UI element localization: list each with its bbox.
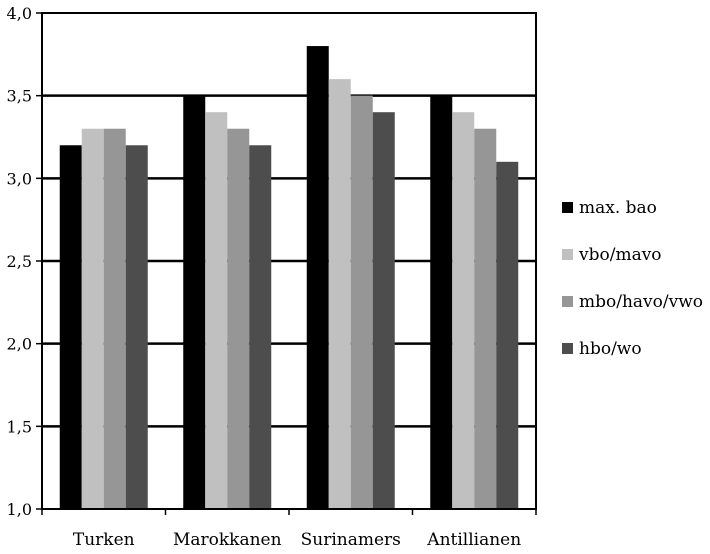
bar: [350, 95, 373, 510]
x-tick-label: Turken: [73, 530, 135, 550]
y-tick-label: 2,0: [7, 335, 32, 354]
legend-swatch: [562, 343, 573, 354]
y-tick-label: 4,0: [7, 4, 32, 23]
y-tick-label: 2,5: [7, 252, 32, 271]
legend-label: vbo/mavo: [578, 245, 662, 265]
x-tick-label: Marokkanen: [173, 530, 282, 550]
y-tick-label: 3,0: [7, 169, 32, 188]
bar: [496, 161, 519, 510]
bar: [474, 128, 497, 509]
y-tick-label: 1,0: [7, 500, 32, 519]
bar: [205, 112, 228, 509]
legend-swatch: [562, 296, 573, 307]
bar: [59, 145, 82, 509]
x-axis-labels: Turken Marokkanen Surinamers Antillianen: [41, 509, 537, 550]
bar: [249, 145, 272, 509]
y-tick-label: 3,5: [7, 87, 32, 106]
legend-swatch: [562, 249, 573, 260]
legend-label: max. bao: [579, 198, 657, 218]
bar: [430, 95, 453, 510]
bar: [103, 128, 126, 509]
bar: [227, 128, 250, 509]
bar: [183, 95, 206, 510]
bar: [452, 112, 475, 509]
x-tick-label: Antillianen: [426, 530, 521, 550]
legend-swatch: [562, 202, 573, 213]
bars: [59, 46, 519, 510]
legend-label: hbo/wo: [579, 339, 642, 359]
bar: [328, 79, 351, 509]
y-tick-label: 1,5: [7, 417, 32, 436]
bar: [372, 112, 395, 509]
bar: [306, 46, 329, 510]
bar: [81, 128, 104, 509]
bar: [125, 145, 148, 509]
x-tick-label: Surinamers: [301, 530, 401, 550]
legend: max. bao vbo/mavo mbo/havo/vwo hbo/wo: [562, 198, 703, 359]
legend-label: mbo/havo/vwo: [579, 292, 703, 312]
y-axis-ticks: 1,0 1,5 2,0 2,5 3,0 3,5 4,0: [7, 4, 42, 519]
